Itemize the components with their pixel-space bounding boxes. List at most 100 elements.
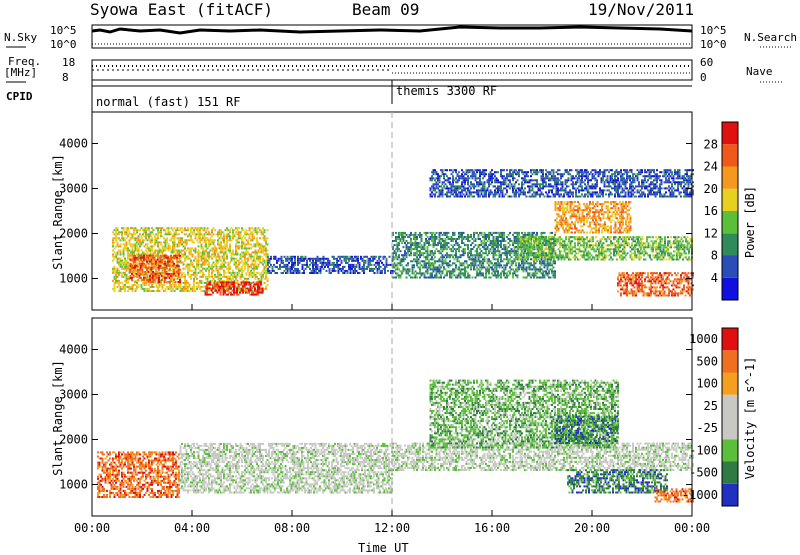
power-cell xyxy=(439,196,441,198)
power-cell xyxy=(299,262,301,264)
power-cell xyxy=(455,169,457,171)
power-cell xyxy=(446,193,448,195)
power-cell xyxy=(129,241,131,243)
power-cell xyxy=(554,238,556,240)
power-cell xyxy=(231,260,233,262)
power-cell xyxy=(545,183,547,185)
power-cell xyxy=(469,256,471,258)
power-cell xyxy=(535,266,537,268)
power-cell xyxy=(114,288,116,290)
power-cell xyxy=(484,266,486,268)
power-cell xyxy=(515,264,517,266)
power-cell xyxy=(509,272,511,274)
power-cell xyxy=(262,233,264,235)
power-cell xyxy=(121,266,123,268)
power-cell xyxy=(195,258,197,260)
power-cell xyxy=(291,258,293,260)
power-cell xyxy=(267,258,269,260)
power-cell xyxy=(434,242,436,244)
power-cell xyxy=(250,283,252,285)
power-cell xyxy=(136,245,138,247)
power-cell xyxy=(568,185,570,187)
power-cell xyxy=(201,227,203,229)
power-cell xyxy=(517,274,519,276)
power-cell xyxy=(265,274,267,276)
power-cell xyxy=(526,260,528,262)
power-cell xyxy=(216,258,218,260)
power-cell xyxy=(123,250,125,252)
power-cell xyxy=(559,169,561,171)
power-cell xyxy=(448,262,450,264)
power-cell xyxy=(129,231,131,233)
power-cell xyxy=(569,196,571,198)
power-cell xyxy=(265,252,267,254)
power-cell xyxy=(410,232,412,234)
power-cell xyxy=(496,177,498,179)
power-cell xyxy=(569,189,571,191)
power-cell xyxy=(226,256,228,258)
power-cell xyxy=(466,191,468,193)
power-cell xyxy=(179,279,181,281)
power-cell xyxy=(458,179,460,181)
power-cell xyxy=(157,229,159,231)
power-cell xyxy=(123,229,125,231)
power-cell xyxy=(276,262,278,264)
power-cell xyxy=(535,270,537,272)
power-cell xyxy=(598,193,600,195)
power-cell xyxy=(208,258,210,260)
power-cell xyxy=(183,262,185,264)
power-cell xyxy=(141,286,143,288)
power-cell xyxy=(442,264,444,266)
power-cell xyxy=(329,270,331,272)
power-cell xyxy=(583,181,585,183)
power-cell xyxy=(127,282,129,284)
power-cell xyxy=(169,245,171,247)
power-cell xyxy=(344,266,346,268)
power-cell xyxy=(484,183,486,185)
power-cell xyxy=(208,272,210,274)
power-cell xyxy=(484,240,486,242)
power-cell xyxy=(241,237,243,239)
power-cell xyxy=(179,281,181,283)
power-cell xyxy=(545,169,547,171)
power-cell xyxy=(127,229,129,231)
power-cell xyxy=(213,262,215,264)
power-cell xyxy=(551,268,553,270)
power-cell xyxy=(378,268,380,270)
power-cell xyxy=(223,237,225,239)
power-cell xyxy=(237,274,239,276)
power-cell xyxy=(512,189,514,191)
power-cell xyxy=(201,280,203,282)
power-cell xyxy=(171,233,173,235)
power-cell xyxy=(219,258,221,260)
power-cell xyxy=(238,264,240,266)
power-cell xyxy=(553,171,555,173)
power-cell xyxy=(202,247,204,249)
power-cell xyxy=(303,272,305,274)
power-cell xyxy=(245,283,247,285)
power-cell xyxy=(181,227,183,229)
power-cell xyxy=(204,252,206,254)
power-cell xyxy=(550,277,552,279)
power-cell xyxy=(602,177,604,179)
power-cell xyxy=(154,279,156,281)
power-cell xyxy=(207,268,209,270)
power-cell xyxy=(162,288,164,290)
power-cell xyxy=(347,262,349,264)
power-cell xyxy=(264,245,266,247)
power-cell xyxy=(476,248,478,250)
power-cell xyxy=(509,179,511,181)
power-cell xyxy=(437,183,439,185)
power-cell xyxy=(577,187,579,189)
power-cell xyxy=(145,231,147,233)
power-cell xyxy=(186,280,188,282)
power-cell xyxy=(142,241,144,243)
power-cell xyxy=(445,246,447,248)
power-cell xyxy=(440,185,442,187)
power-cell xyxy=(599,169,601,171)
power-cell xyxy=(220,241,222,243)
power-cell xyxy=(213,270,215,272)
power-cell xyxy=(407,262,409,264)
power-cell xyxy=(217,262,219,264)
power-cell xyxy=(335,270,337,272)
